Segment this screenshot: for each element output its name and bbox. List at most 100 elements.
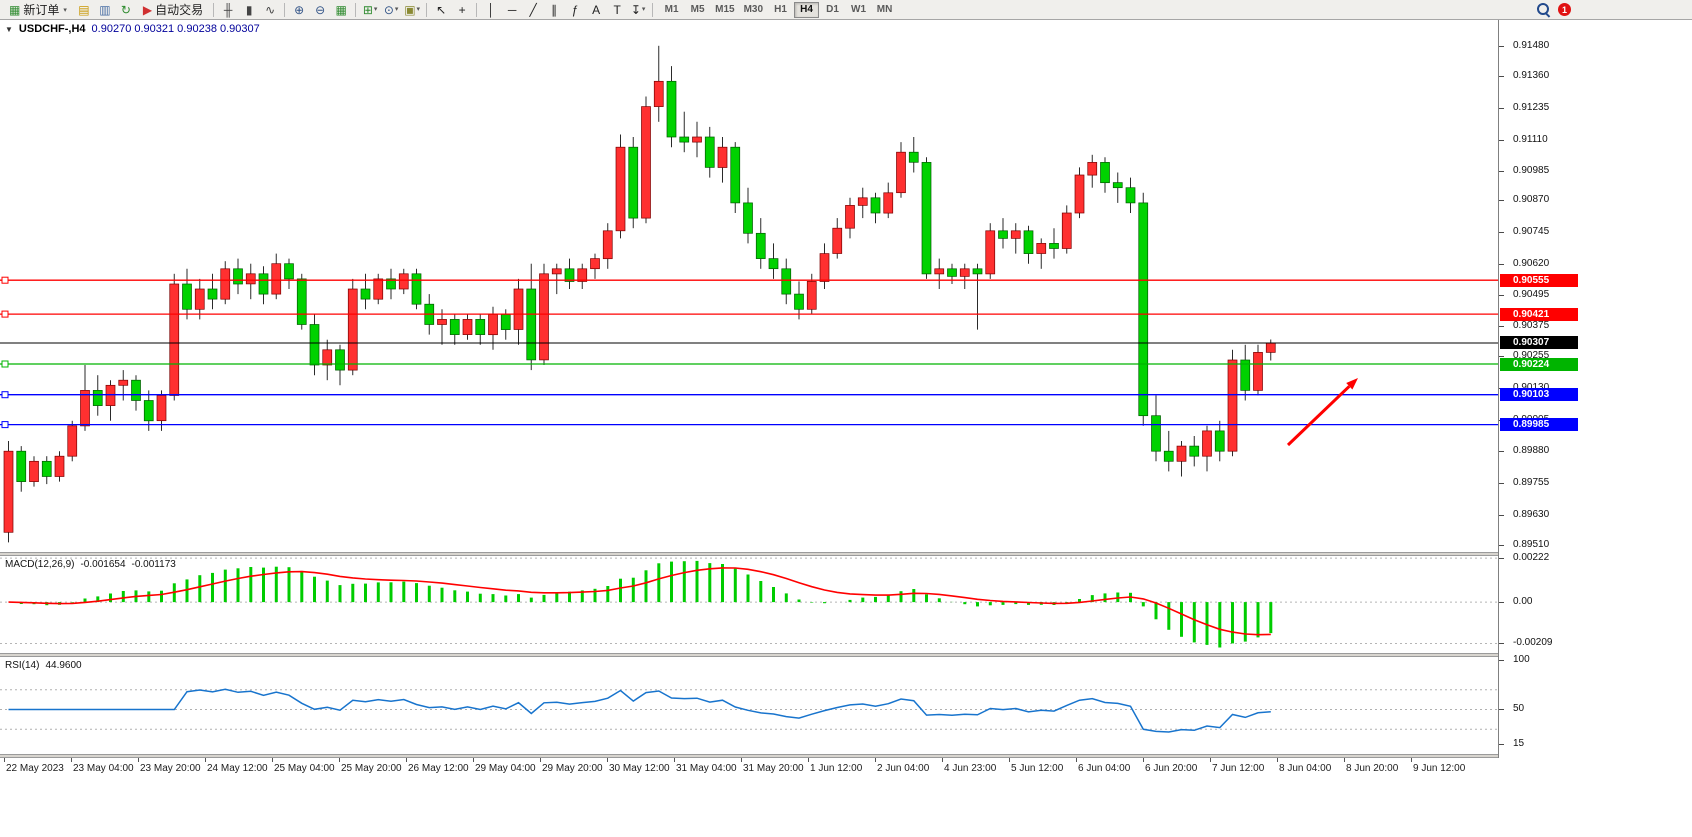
macd-axis-label: 0.00222 [1513,552,1550,563]
resistance-line[interactable] [0,276,1498,284]
pane-separator[interactable] [0,552,1692,556]
price-axis-label: 0.90985 [1513,165,1550,176]
auto-trading-button[interactable]: ▶ 自动交易 [137,1,209,18]
fibonacci-icon[interactable]: ƒ [571,2,579,17]
macd-value-signal: -0.001173 [131,559,176,570]
price-axis-label: 0.90495 [1513,289,1550,300]
price-scale[interactable]: 0.91480 0.91360 0.91235 0.91110 0.90985 0.908… [1498,20,1692,758]
new-order-icon: ▦ [9,2,21,17]
bar-chart-icon[interactable]: ╫ [223,2,233,17]
time-axis-tick [875,758,876,762]
label-icon[interactable]: T [613,2,621,17]
time-axis-label: 8 Jun 20:00 [1346,763,1399,774]
refresh-icon[interactable]: ↻ [120,2,131,17]
timeframe-h4[interactable]: H4 [794,1,820,18]
price-axis-tick [1499,46,1504,47]
price-axis-label: 0.89630 [1513,509,1550,520]
dropdown-caret-icon: ▾ [416,6,421,13]
price-axis-tick [1499,76,1504,77]
pane-separator[interactable] [0,653,1692,657]
time-axis-tick [942,758,943,762]
line-endpoint-handle[interactable] [1,360,9,368]
indicators-icon[interactable]: ⊞ ▾ [362,2,378,17]
timeframe-d1[interactable]: D1 [826,4,839,15]
toolbar: ▦ 新订单 ▾ ▤ ▥ ↻ ▶ 自动交易 ╫ ▮ ∿ ⊕ ⊖ ▦ ⊞ ▾ ⊙ ▾ ▣ ▾ ↖ + │ ─ ╱ ∥ ƒ A T ↧ ▾ M1 M5… [0,0,1692,20]
zoom-in-icon[interactable]: ⊕ [294,2,305,17]
pane-separator[interactable] [0,754,1692,758]
trend-arrow-annotation[interactable] [1286,378,1358,447]
timeframe-mn[interactable]: MN [876,4,893,15]
crosshair-icon[interactable]: + [458,2,466,17]
macd-axis-label: 0.00 [1513,596,1533,607]
cursor-icon[interactable]: ↖ [436,2,447,17]
resistance-line[interactable] [0,310,1498,318]
arrows-icon[interactable]: ↧ ▾ [630,2,646,17]
rsi-panel[interactable] [0,657,1498,754]
text-icon[interactable]: A [592,2,601,17]
new-order-button[interactable]: ▦ 新订单 ▾ [3,1,73,18]
macd-histogram [19,560,1273,648]
time-axis-label: 1 Jun 12:00 [810,763,863,774]
price-axis-label: 0.90255 [1513,350,1550,361]
price-level-tag: 0.90307 [1500,336,1578,349]
support-line[interactable] [0,421,1498,429]
macd-axis-tick [1499,602,1504,603]
periods-icon[interactable]: ⊙ ▾ [383,2,399,17]
price-axis-label: 0.90620 [1513,258,1550,269]
time-axis-tick [674,758,675,762]
price-axis-tick [1499,326,1504,327]
search-icon[interactable] [1536,2,1551,17]
chart-ohlc-values: 0.90270 0.90321 0.90238 0.90307 [91,23,260,35]
time-scale[interactable]: 22 May 2023 23 May 04:00 23 May 20:00 24 Ma… [0,758,1692,784]
tile-windows-icon[interactable]: ▦ [335,2,347,17]
horizontal-line-icon[interactable]: ─ [507,2,517,17]
templates-icon[interactable]: ▣ ▾ [404,2,421,17]
rsi-axis-tick [1499,709,1504,710]
time-axis-label: 7 Jun 12:00 [1212,763,1265,774]
time-axis-label: 29 May 20:00 [542,763,603,774]
zoom-out-icon[interactable]: ⊖ [315,2,326,17]
time-axis-tick [4,758,5,762]
vertical-line-icon[interactable]: │ [487,2,495,17]
toolbar-separator [652,2,654,17]
price-axis-tick [1499,108,1504,109]
toolbar-separator [284,2,286,17]
time-axis-tick [1411,758,1412,762]
price-level-tag: 0.89985 [1500,418,1578,431]
time-axis-label: 25 May 20:00 [341,763,402,774]
time-axis-label: 6 Jun 20:00 [1145,763,1198,774]
time-axis-tick [1277,758,1278,762]
line-endpoint-handle[interactable] [1,276,9,284]
timeframe-w1[interactable]: W1 [851,4,867,15]
support-line[interactable] [0,360,1498,368]
market-watch-icon[interactable]: ▤ [78,2,90,17]
support-line[interactable] [0,391,1498,399]
chart-symbol-label: USDCHF-,H4 [18,23,86,35]
line-endpoint-handle[interactable] [1,421,9,429]
rsi-axis-label: 100 [1513,654,1530,665]
chart-menu-caret-icon[interactable]: ▼ [5,24,13,34]
candlestick-chart-icon[interactable]: ▮ [245,2,253,17]
chart-background [0,20,1498,552]
channel-icon[interactable]: ∥ [551,2,558,17]
timeframe-m30[interactable]: M30 [743,4,764,15]
price-chart[interactable] [0,20,1498,552]
price-axis-tick [1499,140,1504,141]
time-axis-label: 4 Jun 23:00 [944,763,997,774]
line-endpoint-handle[interactable] [1,310,9,318]
chart-title: ▼ USDCHF-,H4 0.90270 0.90321 0.90238 0.9… [5,23,260,35]
timeframe-m1[interactable]: M1 [664,4,679,15]
price-axis-tick [1499,545,1504,546]
line-endpoint-handle[interactable] [1,391,9,399]
line-chart-icon[interactable]: ∿ [265,2,276,17]
time-axis-tick [205,758,206,762]
time-axis-tick [741,758,742,762]
trendline-icon[interactable]: ╱ [529,2,537,17]
timeframe-m5[interactable]: M5 [690,4,705,15]
time-axis-tick [1344,758,1345,762]
timeframe-h1[interactable]: H1 [774,4,787,15]
data-window-icon[interactable]: ▥ [99,2,111,17]
timeframe-m15[interactable]: M15 [715,4,735,15]
macd-panel[interactable] [0,556,1498,653]
price-axis-label: 0.91235 [1513,102,1550,113]
